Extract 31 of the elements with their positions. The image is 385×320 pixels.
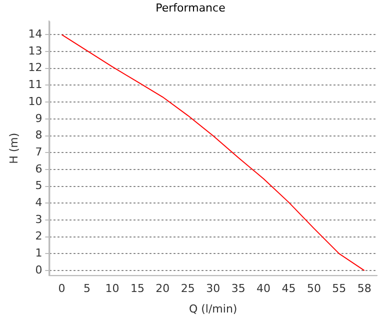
y-tick-label: 13 (28, 44, 42, 58)
x-tick-label: 40 (256, 282, 271, 296)
y-tick-label: 5 (35, 179, 42, 192)
x-tick-label: 20 (156, 282, 170, 296)
y-tick-label: 7 (35, 145, 42, 158)
x-tick-label: 55 (332, 282, 346, 296)
chart-title: Performance (156, 1, 226, 14)
x-tick-label: 58 (357, 282, 372, 296)
x-tick-label: 35 (231, 282, 246, 296)
x-tick-label: 10 (105, 282, 120, 296)
x-tick-label: 45 (282, 282, 296, 296)
y-tick-label: 12 (28, 61, 42, 74)
x-tick-label: 0 (58, 282, 66, 296)
y-tick-label: 4 (35, 196, 42, 210)
y-tick-label: 0 (35, 263, 42, 276)
y-axis-title: H (m) (7, 132, 20, 164)
y-tick-label: 10 (28, 94, 42, 108)
x-tick-label: 5 (84, 282, 91, 296)
x-tick-label: 50 (306, 282, 321, 296)
y-tick-label: 8 (35, 128, 42, 142)
y-tick-label: 11 (28, 78, 42, 92)
y-tick-label: 14 (28, 28, 42, 41)
x-tick-label: 15 (130, 282, 144, 296)
y-tick-label: 2 (35, 230, 42, 243)
y-tick-label: 3 (35, 212, 42, 226)
y-tick-label: 9 (35, 112, 42, 125)
y-tick-label: 1 (35, 246, 42, 260)
x-tick-label: 30 (206, 282, 220, 296)
x-tick-label: 25 (180, 282, 195, 296)
y-tick-label: 6 (35, 162, 42, 176)
x-axis-title: Q (l/min) (188, 302, 238, 316)
